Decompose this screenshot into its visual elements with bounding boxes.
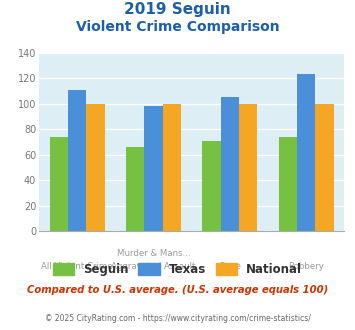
Text: Murder & Mans...: Murder & Mans... <box>117 249 190 258</box>
Bar <box>126 147 144 231</box>
Bar <box>68 90 86 231</box>
Text: Violent Crime Comparison: Violent Crime Comparison <box>76 20 279 34</box>
Text: Aggravated Assault: Aggravated Assault <box>111 262 196 271</box>
Text: Compared to U.S. average. (U.S. average equals 100): Compared to U.S. average. (U.S. average … <box>27 285 328 295</box>
Text: Robbery: Robbery <box>288 262 324 271</box>
Bar <box>315 104 334 231</box>
Bar <box>202 141 221 231</box>
Bar <box>163 104 181 231</box>
Legend: Seguin, Texas, National: Seguin, Texas, National <box>48 258 307 281</box>
Bar <box>221 97 239 231</box>
Bar <box>239 104 257 231</box>
Text: Rape: Rape <box>219 262 241 271</box>
Text: 2019 Seguin: 2019 Seguin <box>124 2 231 16</box>
Text: © 2025 CityRating.com - https://www.cityrating.com/crime-statistics/: © 2025 CityRating.com - https://www.city… <box>45 314 310 323</box>
Bar <box>279 137 297 231</box>
Bar <box>144 106 163 231</box>
Bar <box>50 137 68 231</box>
Text: All Violent Crime: All Violent Crime <box>42 262 113 271</box>
Bar <box>86 104 105 231</box>
Bar <box>297 75 315 231</box>
